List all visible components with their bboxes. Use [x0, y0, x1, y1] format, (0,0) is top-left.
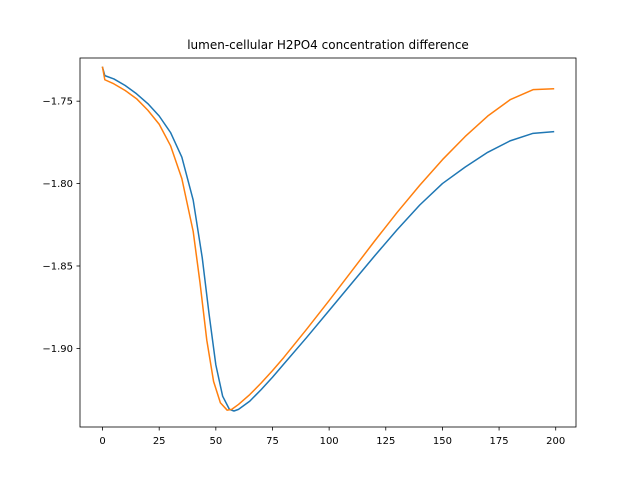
x-tick-label: 200	[546, 436, 565, 447]
chart-title: lumen-cellular H2PO4 concentration diffe…	[187, 38, 469, 52]
series-line-1	[101, 66, 555, 412]
axes-layer: 0 25 50 75 100 125 150 175 200 −1.90 −1.85 −1.80 −1.…	[42, 57, 577, 447]
x-tick-label: 50	[209, 436, 222, 447]
y-tick-label: −1.85	[42, 261, 73, 272]
x-tick-label: 0	[99, 436, 105, 447]
y-tick-label: −1.90	[42, 344, 73, 355]
y-tick-label: −1.75	[42, 97, 73, 108]
series-line-2	[101, 66, 555, 411]
x-tick-label: 125	[376, 436, 395, 447]
y-tick-label: −1.80	[42, 179, 73, 190]
series-layer	[101, 66, 555, 412]
axes-frame	[79, 57, 577, 428]
x-tick-label: 150	[433, 436, 452, 447]
x-tick-label: 100	[320, 436, 339, 447]
x-tick-label: 175	[490, 436, 509, 447]
x-tick-label: 75	[266, 436, 279, 447]
x-tick-label: 25	[153, 436, 166, 447]
